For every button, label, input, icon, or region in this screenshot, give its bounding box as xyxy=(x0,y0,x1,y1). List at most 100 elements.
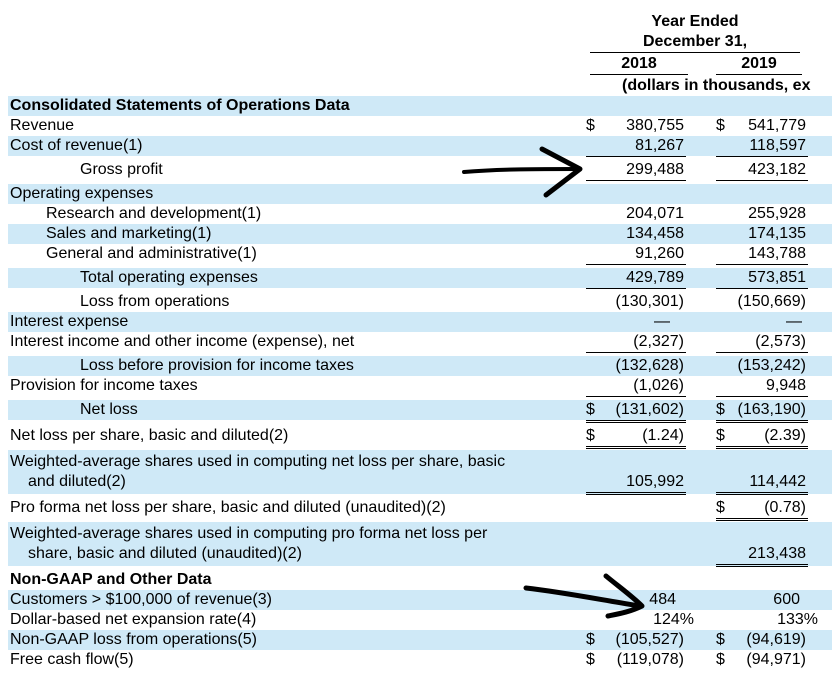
value-2018: (2,327) xyxy=(633,333,684,350)
value-2019: 213,438 xyxy=(748,545,806,562)
value-2018: (119,078) xyxy=(616,651,684,668)
band xyxy=(8,630,832,650)
value-2018: (1.24) xyxy=(642,427,684,444)
row-label: Interest income and other income (expens… xyxy=(10,333,355,350)
cell-2019: 143,788 xyxy=(716,244,808,265)
value-2018: 429,789 xyxy=(626,269,684,286)
row-label: Gross profit xyxy=(80,161,163,178)
cell-2019: $ (163,190) xyxy=(716,400,808,423)
band xyxy=(8,224,832,244)
cell-2019: 213,438 xyxy=(716,544,808,567)
header-units: (dollars in thousands, ex xyxy=(622,77,811,94)
header-col-2019: 2019 xyxy=(741,55,777,72)
cell-2019: 9,948 xyxy=(716,376,808,397)
band xyxy=(8,400,832,420)
row-label: Dollar-based net expansion rate(4) xyxy=(10,611,257,628)
dollar-sign: $ xyxy=(716,651,725,668)
cell-2018: $ (131,602) xyxy=(586,400,686,423)
header-rule-2018 xyxy=(590,74,688,75)
dollar-sign: $ xyxy=(716,499,725,516)
cell-2019: 573,851 xyxy=(716,268,808,289)
value-2019: (163,190) xyxy=(737,401,807,418)
value-2019: (150,669) xyxy=(737,293,807,310)
arrow-icon xyxy=(523,573,645,619)
band xyxy=(8,268,832,288)
row-label: Free cash flow(5) xyxy=(10,651,134,668)
dollar-sign: $ xyxy=(586,427,595,444)
cell-2018: $ (1.24) xyxy=(586,426,686,449)
dollar-sign: $ xyxy=(716,631,725,648)
dollar-sign: $ xyxy=(716,117,725,134)
row-label: Revenue xyxy=(10,117,75,134)
row-label: Weighted-average shares used in computin… xyxy=(10,453,506,470)
cell-2018: (2,327) xyxy=(586,332,686,353)
value-2019: 118,597 xyxy=(749,137,806,154)
value-2019: — xyxy=(786,313,802,330)
row-label: Research and development(1) xyxy=(46,205,262,222)
value-2019: (94,619) xyxy=(746,631,806,648)
value-2019: 600 xyxy=(773,591,800,608)
row-label: Customers > $100,000 of revenue(3) xyxy=(10,591,272,608)
cell-2019: 118,597 xyxy=(716,136,808,157)
row-label-continued: share, basic and diluted (unaudited)(2) xyxy=(28,545,302,562)
cell-2019: $ (0.78) xyxy=(716,498,808,521)
value-2018: 299,488 xyxy=(626,161,684,178)
value-2018: 91,260 xyxy=(635,245,684,262)
band xyxy=(8,312,832,332)
cell-2018: 299,488 xyxy=(586,160,686,181)
row-label: Weighted-average shares used in computin… xyxy=(10,525,488,542)
value-2018: 204,071 xyxy=(626,205,684,222)
row-label: Loss from operations xyxy=(80,293,230,310)
band xyxy=(8,450,832,494)
value-2018: (105,527) xyxy=(615,631,685,648)
row-label: Pro forma net loss per share, basic and … xyxy=(10,499,446,516)
value-2019: (94,971) xyxy=(746,651,806,668)
value-2018: 81,267 xyxy=(635,137,684,154)
section-title-nongaap: Non-GAAP and Other Data xyxy=(10,571,212,588)
value-2019: 255,928 xyxy=(748,205,806,222)
row-label: Cost of revenue(1) xyxy=(10,137,143,154)
dollar-sign: $ xyxy=(716,427,725,444)
header-col-2018: 2018 xyxy=(621,55,657,72)
value-2019: (2.39) xyxy=(764,427,806,444)
band xyxy=(8,96,832,116)
value-2019: 423,182 xyxy=(748,161,806,178)
value-2018: (130,301) xyxy=(615,293,685,310)
header-date: December 31, xyxy=(642,33,748,50)
value-2019: 133% xyxy=(777,611,818,628)
row-label-continued: and diluted(2) xyxy=(28,473,126,490)
row-label: Non-GAAP loss from operations(5) xyxy=(10,631,257,648)
dollar-sign: $ xyxy=(586,401,595,418)
section-title-operations: Consolidated Statements of Operations Da… xyxy=(10,97,350,114)
row-label: Total operating expenses xyxy=(80,269,258,286)
value-2018: 134,458 xyxy=(626,225,684,242)
row-label: Operating expenses xyxy=(10,185,154,202)
header-year-ended: Year Ended xyxy=(651,13,739,30)
value-2018: (131,602) xyxy=(615,401,685,418)
row-label: General and administrative(1) xyxy=(46,245,257,262)
row-label: Net loss per share, basic and diluted(2) xyxy=(10,427,289,444)
value-2018: (132,628) xyxy=(615,357,685,374)
cell-2019: (2,573) xyxy=(716,332,808,353)
dollar-sign: $ xyxy=(586,117,595,134)
value-2019: 541,779 xyxy=(748,117,806,134)
value-2019: (0.78) xyxy=(764,499,806,516)
cell-2019: $ (2.39) xyxy=(716,426,808,449)
row-label: Net loss xyxy=(80,401,138,418)
value-2019: 143,788 xyxy=(748,245,806,262)
dollar-sign: $ xyxy=(586,651,595,668)
header-rule-2019 xyxy=(716,74,802,75)
value-2019: 174,135 xyxy=(748,225,806,242)
dollar-sign: $ xyxy=(716,401,725,418)
arrow-icon xyxy=(462,146,583,198)
value-2018: (1,026) xyxy=(633,377,684,394)
cell-2019: 114,442 xyxy=(716,472,808,495)
value-2018: — xyxy=(654,313,670,330)
value-2019: 573,851 xyxy=(748,269,806,286)
value-2018: 484 xyxy=(649,591,676,608)
row-label: Interest expense xyxy=(10,313,129,330)
value-2019: 9,948 xyxy=(765,377,806,394)
band xyxy=(8,522,832,566)
band xyxy=(8,184,832,204)
row-label: Sales and marketing(1) xyxy=(46,225,212,242)
